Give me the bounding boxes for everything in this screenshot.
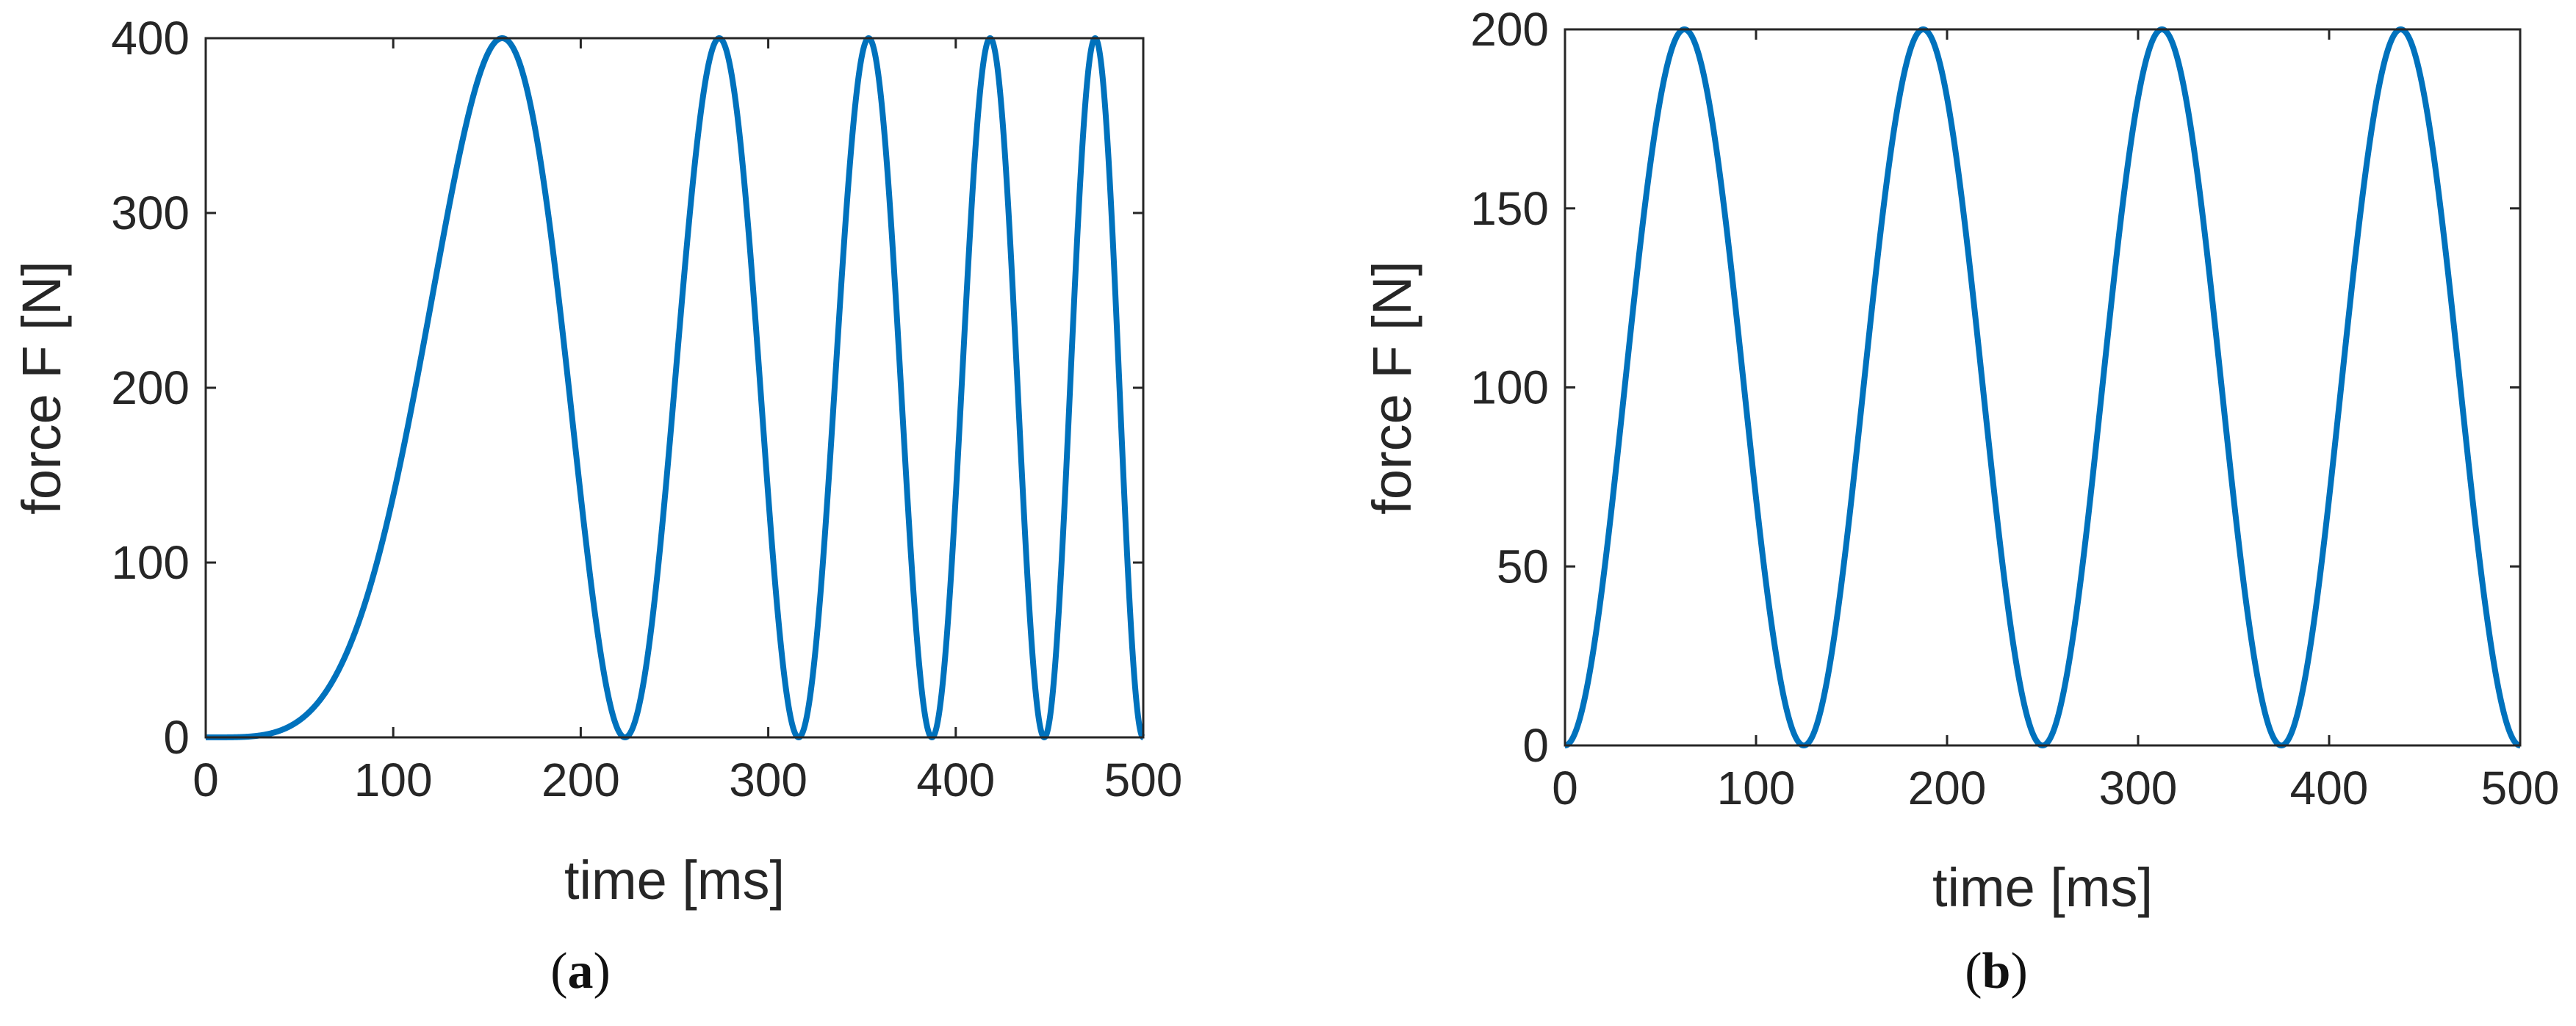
y-tick-label: 50 — [1497, 540, 1549, 593]
x-tick-label: 200 — [1908, 762, 1987, 814]
y-tick-label: 100 — [111, 536, 190, 589]
y-tick-label: 400 — [111, 12, 190, 65]
x-tick-label: 400 — [2290, 762, 2369, 814]
x-tick-label: 400 — [916, 754, 995, 806]
x-tick-label: 500 — [2481, 762, 2560, 814]
x-ticks-b: 0 100 200 300 400 500 — [1552, 29, 2559, 814]
chart-panel-a: 0 100 200 300 400 0 100 200 300 400 500 time [ms]… — [11, 12, 1182, 1000]
x-tick-label: 300 — [729, 754, 807, 806]
plot-area-b — [1565, 29, 2520, 745]
caption-b-letter: b — [1982, 943, 2011, 1000]
y-tick-label: 200 — [1470, 3, 1549, 56]
y-tick-label: 200 — [111, 361, 190, 414]
y-tick-label: 300 — [111, 187, 190, 239]
y-ticks-a: 0 100 200 300 400 — [111, 12, 1143, 764]
x-tick-label: 100 — [354, 754, 433, 806]
force-line-a — [203, 35, 1146, 740]
y-axis-label-b: force F [N] — [1361, 261, 1422, 514]
y-tick-label: 0 — [1522, 719, 1549, 772]
x-tick-label: 300 — [2099, 762, 2178, 814]
caption-b: (b) — [1965, 943, 2028, 1000]
x-tick-label: 0 — [1552, 762, 1578, 814]
x-tick-label: 200 — [542, 754, 620, 806]
x-ticks-a: 0 100 200 300 400 500 — [193, 38, 1182, 806]
x-tick-label: 500 — [1104, 754, 1183, 806]
caption-a: (a) — [550, 943, 611, 1000]
x-tick-label: 0 — [193, 754, 219, 806]
caption-a-letter: a — [568, 943, 594, 1000]
y-ticks-b: 0 50 100 150 200 — [1470, 3, 2520, 772]
x-axis-label-b: time [ms] — [1932, 857, 2153, 918]
y-tick-label: 0 — [163, 711, 190, 764]
x-tick-label: 100 — [1717, 762, 1796, 814]
y-tick-label: 100 — [1470, 361, 1549, 414]
x-axis-label-a: time [ms] — [564, 850, 785, 911]
axes-box-b — [1564, 28, 2522, 747]
y-axis-label-a: force F [N] — [11, 261, 72, 514]
y-tick-label: 150 — [1470, 182, 1549, 235]
axes-box-a — [204, 37, 1145, 739]
